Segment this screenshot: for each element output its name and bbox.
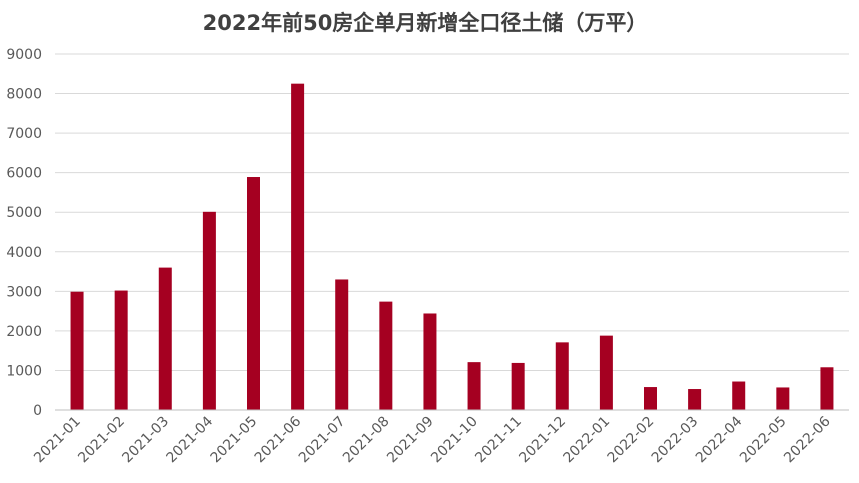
y-tick-label: 5000 [6,205,42,221]
bar-2021-08 [379,301,393,410]
bar-2021-10 [467,362,481,410]
bar-2021-04 [202,211,216,410]
bar-2021-09 [423,313,437,410]
y-tick-label: 4000 [6,245,42,261]
x-axis-tick-labels: 2021-012021-022021-032021-042021-052021-… [31,413,834,466]
bars [70,83,834,411]
x-tick-label: 2021-10 [428,414,481,467]
y-tick-label: 9000 [6,47,42,63]
y-tick-label: 7000 [6,126,42,142]
x-tick-label: 2022-02 [605,414,658,467]
y-tick-label: 1000 [6,363,42,379]
bar-2022-02 [644,387,657,410]
bar-2022-03 [688,389,702,410]
x-tick-label: 2021-07 [296,414,349,467]
x-tick-label: 2022-01 [561,414,614,467]
y-tick-label: 0 [33,403,42,419]
x-tick-label: 2021-08 [340,414,393,467]
chart-title: 2022年前50房企单月新增全口径土储（万平） [203,11,648,35]
bar-2021-07 [335,279,349,410]
bar-2022-06 [820,367,834,410]
bar-2021-06 [291,83,305,411]
bar-2022-04 [732,381,746,410]
x-tick-label: 2021-02 [75,414,128,467]
bar-2022-05 [776,387,790,410]
x-tick-label: 2022-03 [649,414,702,467]
x-tick-label: 2021-04 [164,413,217,466]
x-tick-label: 2021-01 [31,414,84,467]
y-tick-label: 3000 [6,284,42,300]
x-tick-label: 2022-06 [781,413,834,466]
x-tick-label: 2021-11 [472,414,525,467]
y-tick-label: 2000 [6,324,42,340]
x-tick-label: 2021-05 [208,414,261,467]
x-tick-label: 2021-06 [252,413,305,466]
x-tick-label: 2021-09 [384,414,437,467]
bar-2021-05 [247,177,260,410]
y-tick-label: 6000 [6,166,42,182]
bar-2021-12 [555,342,569,410]
y-axis-tick-labels: 0 1000 2000 3000 4000 5000 6000 7000 8000 9000 [6,47,42,419]
gridlines [55,53,849,371]
y-tick-label: 8000 [6,87,42,103]
x-tick-label: 2021-03 [119,414,172,467]
x-tick-label: 2021-12 [516,414,569,467]
bar-2021-03 [158,267,172,410]
bar-2022-01 [599,335,613,410]
x-tick-label: 2022-04 [693,413,746,466]
x-tick-label: 2022-05 [737,414,790,467]
bar-2021-11 [511,362,525,410]
bar-2021-01 [70,291,84,410]
bar-2021-02 [114,290,128,410]
